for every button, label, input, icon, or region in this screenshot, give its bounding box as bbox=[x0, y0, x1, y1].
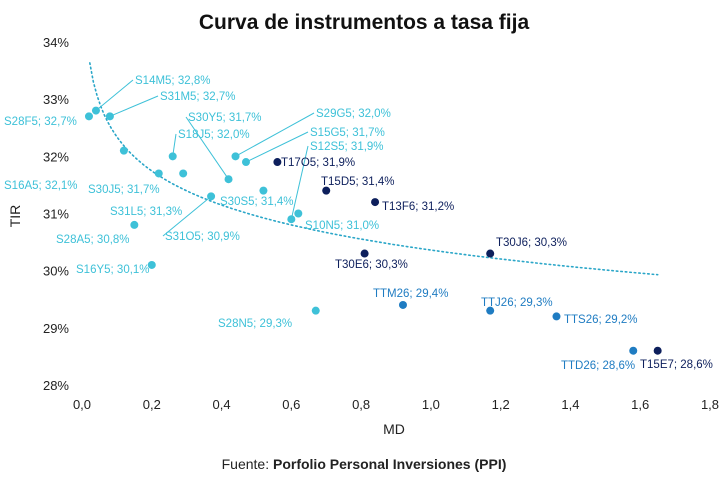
trendline bbox=[89, 62, 659, 276]
data-point bbox=[552, 312, 561, 321]
x-tick-label: 0,2 bbox=[143, 397, 161, 412]
data-point bbox=[231, 152, 240, 161]
data-point bbox=[486, 249, 495, 258]
chart-title: Curva de instrumentos a tasa fija bbox=[199, 11, 530, 34]
y-tick-label: 34% bbox=[43, 35, 69, 50]
data-point bbox=[322, 186, 331, 195]
data-point bbox=[486, 306, 495, 315]
data-point bbox=[360, 249, 369, 258]
x-tick-label: 1,0 bbox=[422, 397, 440, 412]
axis-ticks: 0,0 0,2 0,4 0,6 0,8 1,0 1,2 1,4 1,6 1,8 28% 29% 30% 3… bbox=[43, 35, 719, 412]
point-label: S30S5; 31,4% bbox=[220, 196, 294, 208]
data-point bbox=[287, 215, 296, 224]
x-axis-label: MD bbox=[383, 421, 405, 437]
source-note: Fuente: Porfolio Personal Inversiones (P… bbox=[0, 456, 728, 472]
point-label: TTJ26; 29,3% bbox=[481, 297, 553, 309]
point-label: T17O5; 31,9% bbox=[281, 157, 355, 169]
point-labels: S28F5; 32,7% S14M5; 32,8% S31M5; 32,7% S16A… bbox=[4, 75, 713, 372]
x-tick-label: 0,4 bbox=[213, 397, 231, 412]
point-label: S14M5; 32,8% bbox=[135, 75, 210, 87]
point-label: S30J5; 31,7% bbox=[88, 184, 160, 196]
label-leader-line bbox=[185, 116, 229, 180]
data-point bbox=[207, 192, 216, 201]
point-label: T15D5; 31,4% bbox=[321, 176, 395, 188]
point-label: S16Y5; 30,1% bbox=[76, 264, 150, 276]
data-point bbox=[311, 306, 320, 315]
point-label: S16A5; 32,1% bbox=[4, 180, 78, 192]
x-tick-label: 0,8 bbox=[352, 397, 370, 412]
label-leader-line bbox=[95, 79, 134, 111]
data-point bbox=[84, 112, 93, 121]
label-leader-line bbox=[109, 95, 159, 117]
data-point bbox=[91, 106, 100, 115]
x-tick-label: 0,0 bbox=[73, 397, 91, 412]
label-leader-line bbox=[245, 131, 309, 163]
data-points bbox=[84, 106, 662, 355]
point-label: TTM26; 29,4% bbox=[373, 288, 448, 300]
point-label: T30J6; 30,3% bbox=[496, 237, 567, 249]
leader-lines bbox=[95, 79, 315, 237]
label-leader-line bbox=[290, 145, 309, 220]
point-label: S29G5; 32,0% bbox=[316, 108, 391, 120]
scatter-chart: Curva de instrumentos a tasa fija 0,0 0,2… bbox=[4, 11, 719, 437]
x-tick-label: 0,6 bbox=[282, 397, 300, 412]
data-point bbox=[224, 175, 233, 184]
x-tick-label: 1,8 bbox=[701, 397, 719, 412]
point-label: S31M5; 32,7% bbox=[160, 91, 235, 103]
data-point bbox=[371, 198, 380, 207]
data-point bbox=[259, 186, 268, 195]
point-label: S30Y5; 31,7% bbox=[188, 112, 262, 124]
point-label: S12S5; 31,9% bbox=[310, 141, 384, 153]
y-tick-label: 32% bbox=[43, 149, 69, 164]
x-tick-label: 1,2 bbox=[492, 397, 510, 412]
data-point bbox=[294, 209, 303, 218]
data-point bbox=[154, 169, 163, 178]
point-label: T13F6; 31,2% bbox=[382, 201, 454, 213]
y-tick-label: 29% bbox=[43, 321, 69, 336]
point-label: S28A5; 30,8% bbox=[56, 234, 130, 246]
source-name: Porfolio Personal Inversiones (PPI) bbox=[272, 456, 507, 472]
x-tick-label: 1,6 bbox=[631, 397, 649, 412]
data-point bbox=[398, 300, 407, 309]
point-label: S10N5; 31,0% bbox=[305, 220, 379, 232]
point-label: S15G5; 31,7% bbox=[310, 127, 385, 139]
point-label: T30E6; 30,3% bbox=[335, 259, 408, 271]
label-leader-line bbox=[235, 112, 315, 157]
x-tick-label: 1,4 bbox=[561, 397, 579, 412]
point-label: TTS26; 29,2% bbox=[564, 314, 638, 326]
y-tick-label: 31% bbox=[43, 207, 69, 222]
data-point bbox=[179, 169, 188, 178]
point-label: TTD26; 28,6% bbox=[561, 360, 635, 372]
y-axis-label: TIR bbox=[7, 205, 23, 228]
source-prefix: Fuente: bbox=[221, 456, 273, 472]
point-label: T15E7; 28,6% bbox=[640, 359, 713, 371]
y-tick-label: 28% bbox=[43, 378, 69, 393]
point-label: S18J5; 32,0% bbox=[178, 129, 250, 141]
y-tick-label: 30% bbox=[43, 264, 69, 279]
y-tick-label: 33% bbox=[43, 92, 69, 107]
data-point bbox=[147, 260, 156, 269]
data-point bbox=[168, 152, 177, 161]
data-point bbox=[105, 112, 114, 121]
point-label: S28F5; 32,7% bbox=[4, 116, 77, 128]
point-label: S28N5; 29,3% bbox=[218, 318, 292, 330]
point-label: S31L5; 31,3% bbox=[110, 206, 182, 218]
label-leader-line bbox=[162, 195, 212, 237]
data-point bbox=[241, 158, 250, 167]
data-point bbox=[130, 220, 139, 229]
point-label: S31O5; 30,9% bbox=[165, 231, 240, 243]
data-point bbox=[119, 146, 128, 155]
data-point bbox=[629, 346, 638, 355]
data-point bbox=[273, 158, 282, 167]
trendline-layer bbox=[89, 62, 659, 276]
data-point bbox=[653, 346, 662, 355]
